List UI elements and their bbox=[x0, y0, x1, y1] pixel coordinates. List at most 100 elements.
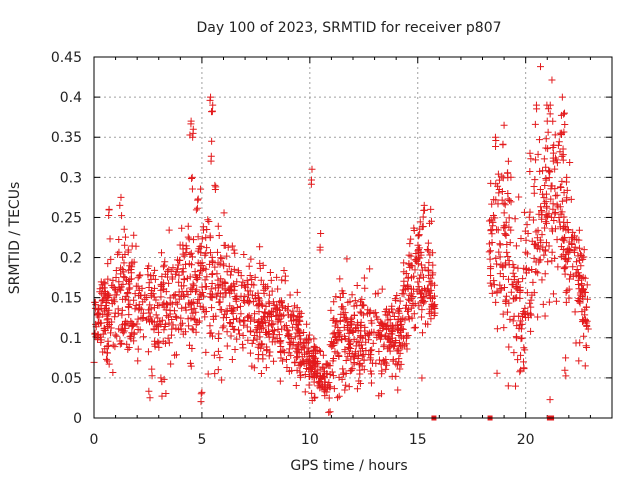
data-point bbox=[105, 309, 113, 317]
data-point bbox=[553, 159, 561, 167]
data-point bbox=[563, 186, 571, 194]
data-point bbox=[392, 372, 400, 380]
data-point bbox=[523, 289, 531, 297]
data-point bbox=[571, 232, 579, 240]
data-point bbox=[539, 243, 547, 251]
data-point bbox=[275, 331, 283, 339]
data-point bbox=[276, 306, 284, 314]
data-point bbox=[538, 276, 546, 284]
data-point bbox=[517, 351, 525, 359]
data-point bbox=[245, 312, 253, 320]
data-point bbox=[422, 291, 430, 299]
data-point bbox=[236, 302, 244, 310]
data-point bbox=[558, 235, 566, 243]
data-point bbox=[544, 128, 552, 136]
data-point bbox=[512, 333, 520, 341]
data-point bbox=[427, 286, 435, 294]
data-point bbox=[104, 290, 112, 298]
data-point bbox=[211, 263, 219, 271]
data-point bbox=[556, 148, 564, 156]
data-point bbox=[366, 308, 374, 316]
data-point bbox=[571, 248, 579, 256]
data-point bbox=[104, 260, 112, 268]
grid bbox=[94, 57, 612, 418]
data-point bbox=[126, 262, 134, 270]
data-point bbox=[534, 313, 542, 321]
data-point bbox=[541, 182, 549, 190]
data-point bbox=[504, 382, 512, 390]
data-point bbox=[340, 369, 348, 377]
data-point bbox=[231, 249, 239, 257]
data-point bbox=[353, 319, 361, 327]
data-point bbox=[550, 141, 558, 149]
data-point bbox=[293, 288, 301, 296]
data-point bbox=[542, 190, 550, 198]
data-point bbox=[209, 313, 217, 321]
data-point bbox=[192, 206, 200, 214]
plot-frame bbox=[93, 56, 613, 419]
data-point bbox=[104, 337, 112, 345]
data-point bbox=[501, 230, 509, 238]
data-point bbox=[257, 344, 265, 352]
data-point bbox=[523, 250, 531, 258]
data-point bbox=[374, 289, 382, 297]
data-point bbox=[146, 301, 154, 309]
data-point bbox=[167, 331, 175, 339]
data-point bbox=[120, 225, 128, 233]
data-point bbox=[257, 276, 265, 284]
data-point bbox=[485, 248, 493, 256]
data-point bbox=[144, 348, 152, 356]
data-point bbox=[562, 372, 570, 380]
data-point bbox=[487, 227, 495, 235]
data-point bbox=[235, 326, 243, 334]
data-point bbox=[356, 379, 364, 387]
data-point bbox=[199, 288, 207, 296]
data-point bbox=[239, 332, 247, 340]
data-point bbox=[213, 292, 221, 300]
data-point bbox=[487, 216, 495, 224]
data-point bbox=[284, 332, 292, 340]
data-point bbox=[248, 339, 256, 347]
data-point bbox=[515, 324, 523, 332]
data-point bbox=[135, 306, 143, 314]
data-point bbox=[261, 318, 269, 326]
data-point bbox=[286, 291, 294, 299]
data-point bbox=[520, 364, 528, 372]
data-point bbox=[208, 304, 216, 312]
data-point bbox=[386, 330, 394, 338]
data-point bbox=[145, 309, 153, 317]
data-point bbox=[382, 323, 390, 331]
data-point bbox=[169, 264, 177, 272]
data-point bbox=[223, 307, 231, 315]
data-point bbox=[112, 273, 120, 281]
data-point bbox=[152, 323, 160, 331]
data-point bbox=[504, 195, 512, 203]
data-point bbox=[382, 311, 390, 319]
data-point bbox=[100, 326, 108, 334]
data-point bbox=[296, 317, 304, 325]
data-point bbox=[575, 244, 583, 252]
data-point bbox=[532, 156, 540, 164]
data-point bbox=[218, 376, 226, 384]
data-point bbox=[277, 354, 285, 362]
data-point bbox=[568, 233, 576, 241]
data-point bbox=[540, 199, 548, 207]
data-point bbox=[410, 324, 418, 332]
data-point bbox=[189, 326, 197, 334]
data-point bbox=[500, 324, 508, 332]
data-point bbox=[162, 288, 170, 296]
data-point bbox=[517, 317, 525, 325]
data-point bbox=[330, 298, 338, 306]
data-point bbox=[494, 200, 502, 208]
data-point bbox=[426, 295, 434, 303]
data-point bbox=[553, 201, 561, 209]
data-point bbox=[494, 226, 502, 234]
data-point bbox=[541, 312, 549, 320]
data-point bbox=[563, 257, 571, 265]
data-point bbox=[549, 290, 557, 298]
data-point bbox=[317, 229, 325, 237]
data-point bbox=[507, 173, 515, 181]
data-point bbox=[276, 315, 284, 323]
data-point bbox=[116, 337, 124, 345]
data-point bbox=[209, 101, 217, 109]
